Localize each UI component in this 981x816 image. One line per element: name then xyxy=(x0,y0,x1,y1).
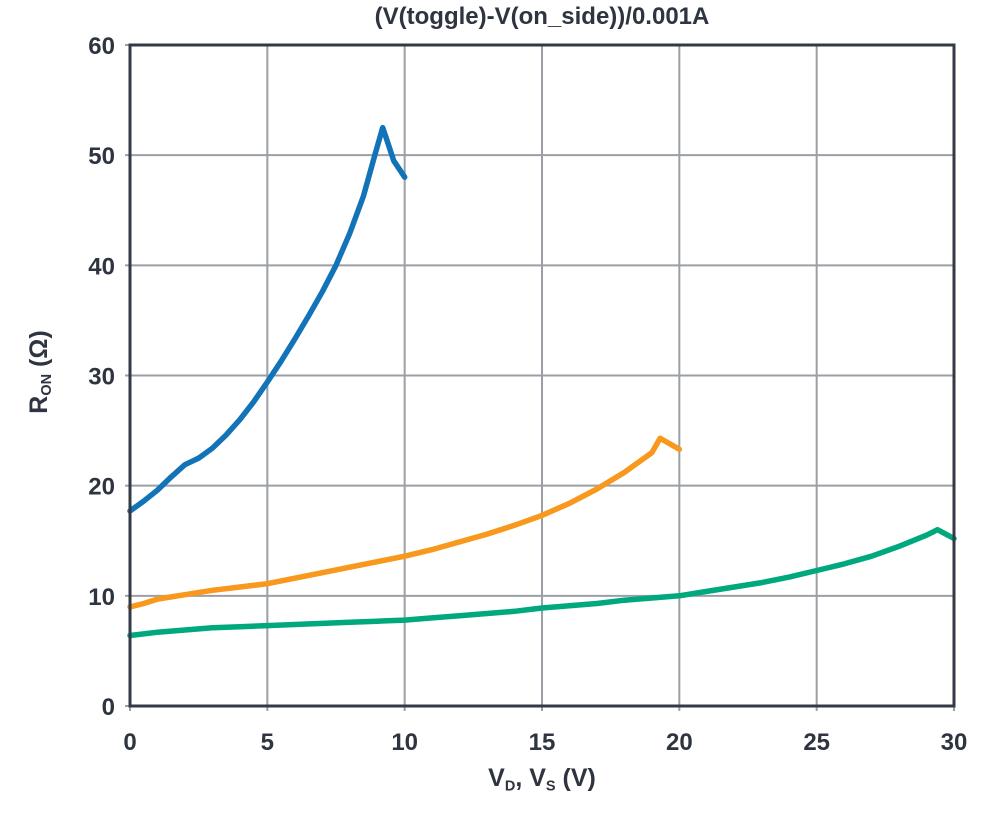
y-tick-label: 60 xyxy=(88,33,115,60)
x-axis-label-p1: V xyxy=(488,764,505,792)
x-axis-label-sub1: D xyxy=(504,778,516,795)
y-axis-label: RON (Ω) xyxy=(25,330,55,413)
y-axis-label-sub: ON xyxy=(39,373,56,396)
orange-curve xyxy=(127,435,683,610)
x-axis-label-p2: , V xyxy=(515,764,546,792)
chart-title: (V(toggle)-V(on_side))/0.001A xyxy=(374,3,710,30)
y-tick-label: 10 xyxy=(88,584,115,611)
x-axis-label-p3: (V) xyxy=(555,764,596,792)
y-tick-label: 40 xyxy=(88,253,115,280)
plot-frame xyxy=(128,43,956,708)
x-tick-label: 30 xyxy=(941,729,968,756)
x-tick-label: 25 xyxy=(803,729,830,756)
green-curve xyxy=(127,526,957,639)
y-tick-label: 30 xyxy=(88,364,115,391)
blue-curve xyxy=(127,124,408,514)
x-axis-label: VD, VS (V) xyxy=(130,764,954,794)
x-tick-label: 15 xyxy=(529,729,556,756)
y-tick-label: 0 xyxy=(102,694,115,721)
x-tick-label: 10 xyxy=(391,729,418,756)
y-tick-label: 20 xyxy=(88,474,115,501)
y-tick-label: 50 xyxy=(88,143,115,170)
x-tick-label: 5 xyxy=(261,729,274,756)
x-tick-label: 0 xyxy=(123,729,136,756)
x-axis-label-sub2: S xyxy=(545,778,556,795)
y-axis-label-main: R xyxy=(24,395,53,414)
x-tick-label: 20 xyxy=(666,729,693,756)
y-axis-label-unit: (Ω) xyxy=(24,330,53,374)
